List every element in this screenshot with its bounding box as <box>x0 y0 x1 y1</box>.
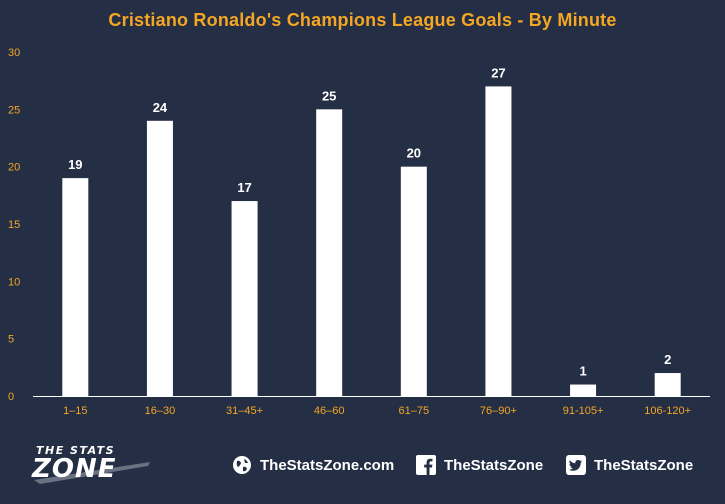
x-tick-label: 61–75 <box>399 405 430 417</box>
twitter-icon <box>566 455 586 475</box>
x-tick-label: 46–60 <box>314 405 345 417</box>
x-tick-label: 106-120+ <box>644 405 691 417</box>
website-link[interactable]: TheStatsZone.com <box>232 454 394 476</box>
bars-group: 19 24 17 25 20 27 1 2 <box>62 65 681 397</box>
x-tick-label: 91-105+ <box>563 405 604 417</box>
brand-logo: THE STATS ZONE <box>30 440 170 496</box>
y-tick-label: 20 <box>8 162 20 174</box>
brand-main-text: ZONE <box>32 454 117 484</box>
bar-value-label: 1 <box>579 364 586 379</box>
bar-value-label: 20 <box>407 146 421 161</box>
bar-value-label: 17 <box>237 180 251 195</box>
brand-top-text: THE STATS <box>36 444 116 457</box>
twitter-link[interactable]: TheStatsZone <box>566 454 693 476</box>
y-tick-label: 30 <box>8 47 20 59</box>
facebook-icon <box>416 455 436 475</box>
y-axis: 0 5 10 15 20 25 30 <box>8 47 20 403</box>
bar-chart: 0 5 10 15 20 25 30 19 24 17 25 20 27 1 2 1–15 16–30 31–… <box>8 47 710 417</box>
y-tick-label: 0 <box>8 391 14 403</box>
bar <box>231 201 258 396</box>
bar-value-label: 27 <box>491 65 505 80</box>
bar <box>654 373 681 396</box>
facebook-text: TheStatsZone <box>444 456 544 474</box>
x-tick-label: 1–15 <box>63 405 87 417</box>
bar-value-label: 2 <box>664 352 671 367</box>
bar <box>400 166 427 396</box>
brand-swoosh-graphic <box>34 462 150 484</box>
x-tick-label: 31–45+ <box>226 405 263 417</box>
bar <box>62 178 89 396</box>
bar-value-label: 25 <box>322 88 336 103</box>
bar <box>485 86 512 397</box>
website-text: TheStatsZone.com <box>260 456 395 474</box>
bar-value-label: 19 <box>68 157 82 172</box>
twitter-text: TheStatsZone <box>594 456 694 474</box>
bar-value-label: 24 <box>153 100 168 115</box>
footer: THE STATS ZONE TheStatsZone.com TheStats… <box>0 430 725 504</box>
globe-icon <box>233 456 251 474</box>
x-tick-label: 16–30 <box>145 405 176 417</box>
x-axis-labels: 1–15 16–30 31–45+ 46–60 61–75 76–90+ 91-105+ 10… <box>63 405 691 417</box>
x-tick-label: 76–90+ <box>480 405 517 417</box>
bar <box>146 120 173 397</box>
facebook-link[interactable]: TheStatsZone <box>416 454 543 476</box>
y-tick-label: 25 <box>8 104 20 116</box>
bar <box>316 109 343 396</box>
y-tick-label: 15 <box>8 219 20 231</box>
y-tick-label: 10 <box>8 276 20 288</box>
chart-title: Cristiano Ronaldo's Champions League Goa… <box>108 10 617 30</box>
y-tick-label: 5 <box>8 334 14 346</box>
bar <box>570 384 597 396</box>
